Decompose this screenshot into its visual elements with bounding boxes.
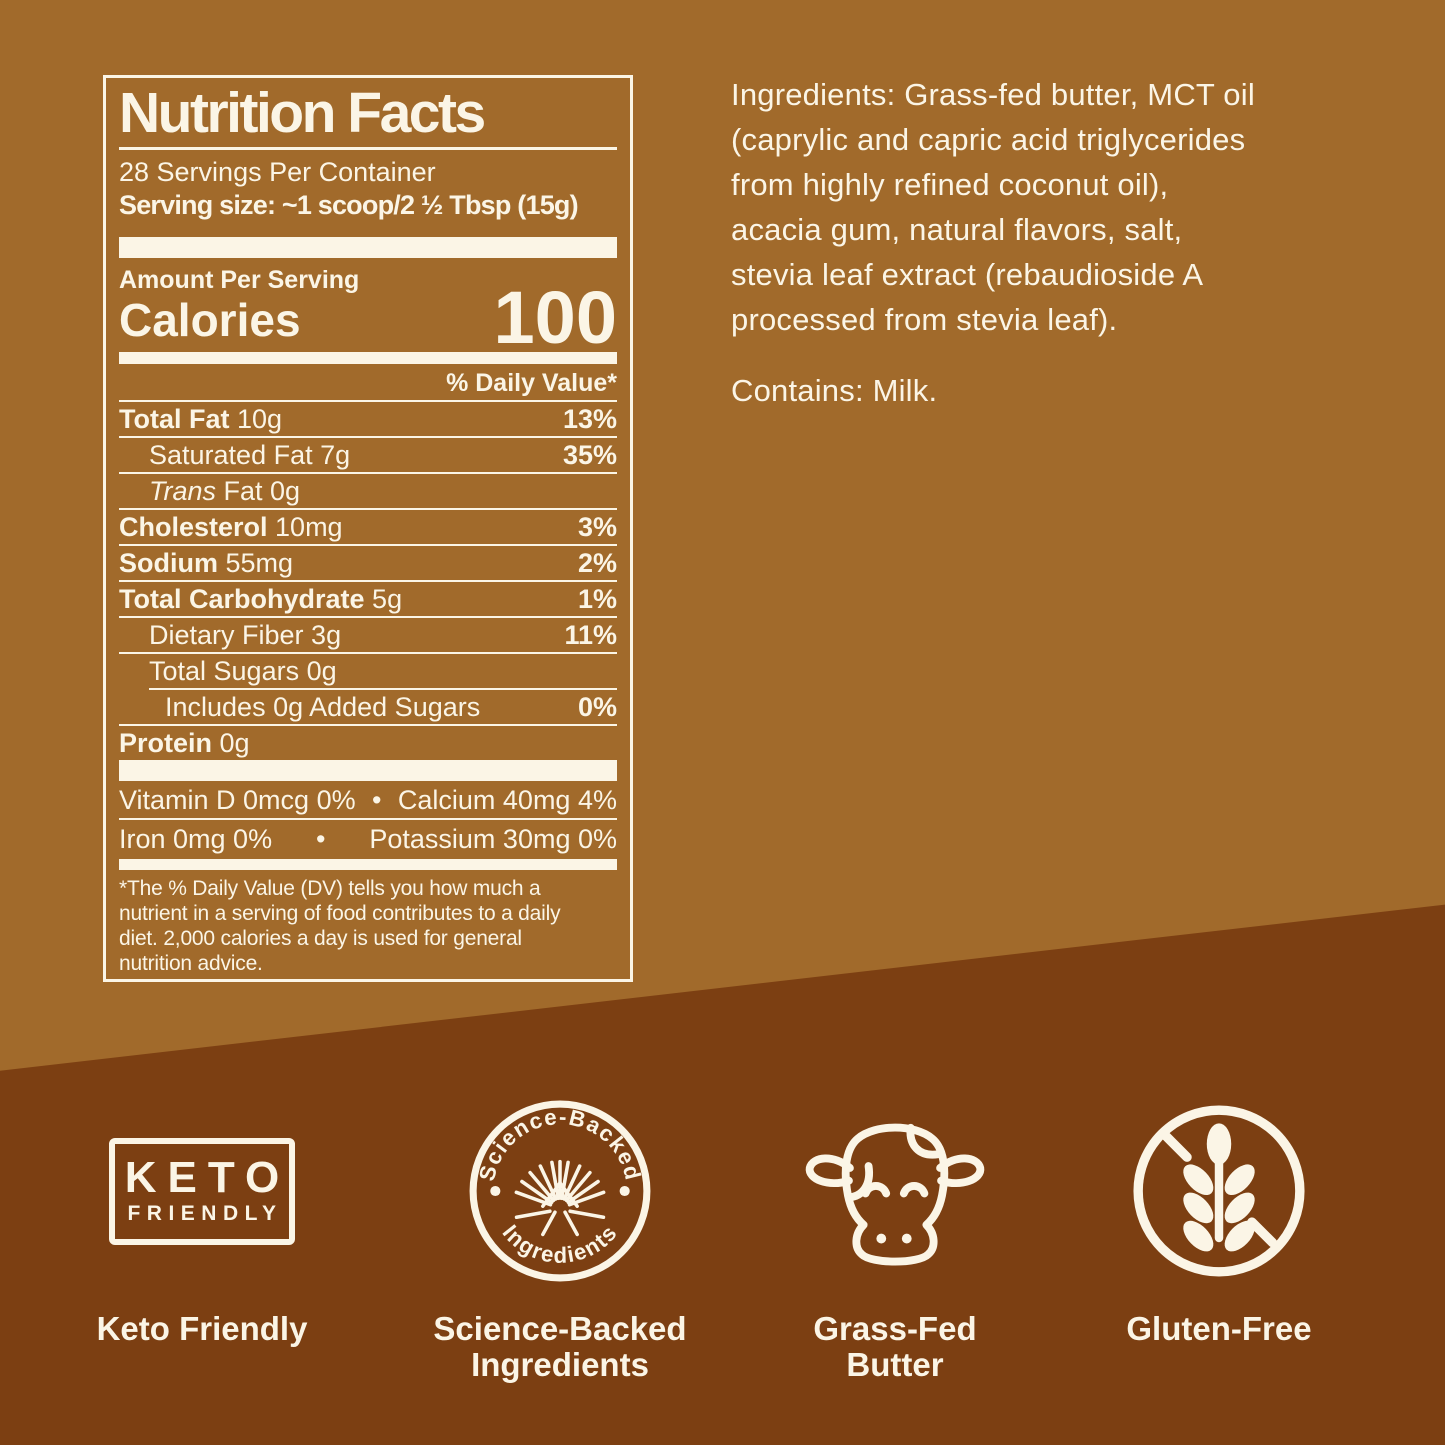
thick-bar (119, 760, 617, 781)
nutrition-facts-label: Nutrition Facts 28 Servings Per Containe… (103, 75, 633, 982)
nutrient-row-protein: Protein 0g (119, 726, 617, 760)
nutrient-dv: 2% (577, 548, 617, 578)
nutrient-amount: 5g (372, 584, 403, 614)
footnote-line: *The % Daily Value (DV) tells you how mu… (119, 877, 541, 900)
nutrient-name: Cholesterol (119, 512, 276, 542)
gluten-free-badge: Gluten-Free (1059, 1085, 1379, 1347)
nutrient-name: Total Sugars (149, 656, 307, 686)
nutrient-row-dietary-fiber: Dietary Fiber 3g 11% (119, 618, 617, 654)
nutrient-amount: 55mg (225, 548, 294, 578)
nutrient-dv: 0% (577, 692, 617, 722)
ingredients-line: from highly refined coconut oil), (731, 167, 1169, 202)
nutrient-amount: 0g (219, 728, 250, 758)
badge-caption: Keto Friendly (96, 1310, 308, 1347)
nutrient-row-total-carbohydrate: Total Carbohydrate 5g 1% (119, 582, 617, 618)
badge-caption: Grass-Fed (813, 1310, 977, 1347)
footnote-line: diet. 2,000 calories a day is used for g… (119, 927, 522, 950)
micronutrient-right: Potassium 30mg 0% (369, 824, 617, 854)
medium-bar (119, 352, 617, 364)
nutrient-dv: 35% (562, 440, 617, 470)
nutrient-name: Total Carbohydrate (119, 584, 373, 614)
wheat-icon (1183, 1123, 1255, 1252)
nutrient-row-cholesterol: Cholesterol 10mg 3% (119, 510, 617, 546)
nutrient-name: Saturated Fat (149, 440, 321, 470)
nutrient-row-sodium: Sodium 55mg 2% (119, 546, 617, 582)
sunburst-rays-icon (514, 1159, 606, 1237)
micronutrient-left: Iron 0mg 0% (119, 824, 273, 854)
nutrient-amount: 0g (270, 476, 301, 506)
micronutrient-row: Vitamin D 0mcg 0% • Calcium 40mg 4% (119, 781, 617, 820)
nutrient-row-added-sugars: Includes 0g Added Sugars 0% (119, 690, 617, 726)
ingredients-paragraph: Ingredients: Grass-fed butter, MCT oil (… (731, 72, 1255, 413)
daily-value-header: % Daily Value* (119, 364, 617, 402)
calories-label: Calories (119, 294, 301, 346)
title-divider (119, 147, 617, 150)
thick-bar (119, 237, 617, 258)
nutrient-name-italic: Trans (149, 476, 217, 506)
footnote-line: nutrition advice. (119, 952, 263, 975)
science-backed-stamp-icon: Science-Backed Ingredients (469, 1100, 651, 1282)
badge-caption: Ingredients (471, 1346, 649, 1383)
micronutrient-row: Iron 0mg 0% • Potassium 30mg 0% (119, 820, 617, 857)
ingredients-line: processed from stevia leaf). (731, 302, 1118, 337)
contains-statement: Contains: Milk. (731, 373, 938, 408)
bullet-separator: • (372, 785, 382, 815)
ingredients-line: acacia gum, natural flavors, salt, (731, 212, 1183, 247)
cow-icon (805, 1123, 985, 1265)
calories-row: Calories 100 (119, 281, 617, 355)
nutrition-facts-title: Nutrition Facts (119, 81, 486, 145)
grass-fed-butter-badge: Grass-Fed Butter (735, 1085, 1055, 1383)
daily-value-footnote: *The % Daily Value (DV) tells you how mu… (119, 876, 617, 976)
nutrient-row-saturated-fat: Saturated Fat 7g 35% (119, 438, 617, 474)
arc-text-bottom: Ingredients (498, 1220, 621, 1268)
science-backed-badge: Science-Backed Ingredients Science-Backe… (400, 1085, 720, 1383)
nutrient-dv: 11% (564, 620, 617, 650)
nutrient-row-trans-fat: Trans Fat 0g (119, 474, 617, 510)
nutrient-amount: 0g (306, 656, 337, 686)
calories-value: 100 (493, 276, 617, 359)
nutrient-row-total-fat: Total Fat 10g 13% (119, 402, 617, 438)
badge-caption: Butter (846, 1346, 944, 1383)
nutrient-name: Total Fat (119, 404, 237, 434)
keto-friendly-badge-icon: KETO FRIENDLY (109, 1137, 295, 1245)
nutrient-dv: 13% (562, 404, 617, 434)
micronutrient-left: Vitamin D 0mcg 0% (119, 785, 356, 815)
ingredients-line: Ingredients: Grass-fed butter, MCT oil (731, 77, 1255, 112)
amount-per-serving: Amount Per Serving (119, 266, 360, 294)
badge-caption: Science-Backed (433, 1310, 687, 1347)
gluten-free-icon (1133, 1105, 1305, 1277)
keto-badge-word: FRIENDLY (127, 1202, 283, 1225)
bullet-separator: • (316, 824, 326, 854)
badge-caption: Gluten-Free (1126, 1310, 1312, 1347)
nutrient-name: Dietary Fiber (149, 620, 312, 650)
footnote-line: nutrient in a serving of food contribute… (119, 902, 561, 925)
nutrient-amount: 3g (311, 620, 342, 650)
servings-per-container: 28 Servings Per Container (119, 157, 436, 187)
small-bar (119, 859, 617, 870)
ingredients-line: (caprylic and capric acid triglycerides (731, 122, 1246, 157)
nutrient-name: Fat (216, 476, 271, 506)
ingredients-line: stevia leaf extract (rebaudioside A (731, 257, 1204, 292)
svg-text:Ingredients: Ingredients (498, 1220, 623, 1268)
nutrient-name: Sodium (119, 548, 226, 578)
nutrient-amount: 10mg (275, 512, 343, 542)
nutrient-amount: 7g (320, 440, 351, 470)
nutrient-amount: 10g (237, 404, 283, 434)
micronutrient-right: Calcium 40mg 4% (397, 785, 617, 815)
nutrient-row-total-sugars: Total Sugars 0g (119, 654, 617, 688)
nutrient-dv: 3% (577, 512, 617, 542)
keto-friendly-badge: KETO FRIENDLY Keto Friendly (42, 1085, 362, 1347)
nutrient-dv: 1% (577, 584, 617, 614)
nutrient-name: Includes 0g Added Sugars (165, 692, 481, 722)
indented-divider (149, 688, 617, 690)
nutrient-name: Protein (119, 728, 220, 758)
serving-size: Serving size: ~1 scoop/2 ½ Tbsp (15g) (119, 190, 579, 220)
keto-badge-word: KETO (124, 1153, 291, 1202)
